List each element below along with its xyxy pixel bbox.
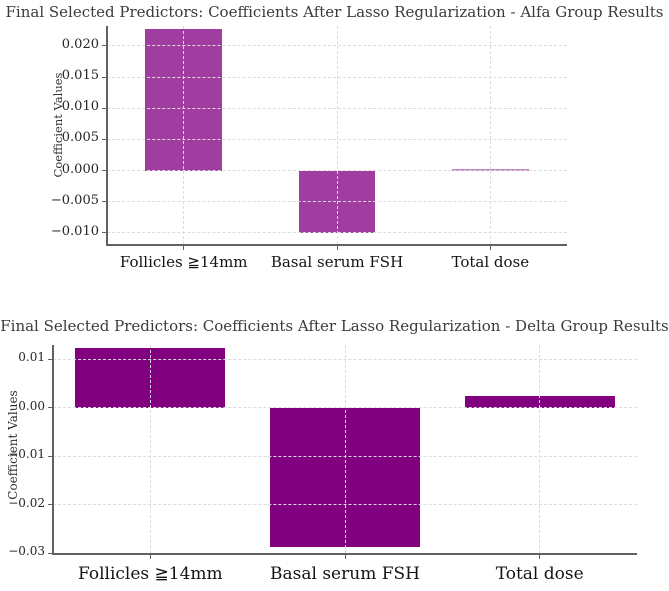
y-tick-mark [102, 138, 106, 140]
v-gridline [149, 345, 151, 553]
x-category-label: Total dose [451, 253, 530, 271]
plot-area-delta: 0.01 0.00 −0.01 −0.02 −0.03 Follicles ≧14mm Ba… [8, 345, 637, 584]
v-gridline [336, 26, 338, 244]
y-tick-label: −0.03 [8, 544, 45, 558]
y-tick-mark [48, 504, 52, 505]
x-axis-spine [52, 553, 637, 555]
v-gridline [539, 345, 541, 553]
y-tick-mark [48, 455, 52, 457]
plot-area-alfa: 0.020 0.015 0.010 0.005 0.000 −0.005 −0.010 Fol… [51, 26, 567, 271]
x-category-label: Total dose [495, 564, 584, 584]
y-tick-label: 0.015 [61, 68, 99, 84]
y-tick-label: −0.010 [50, 223, 99, 239]
x-tick-mark [336, 245, 338, 250]
x-tick-mark [539, 554, 541, 559]
y-tick-mark [48, 358, 52, 360]
x-category-label: Basal serum FSH [270, 253, 404, 271]
x-axis-spine [106, 244, 567, 246]
y-tick-label: 0.000 [61, 161, 99, 177]
y-tick-label: −0.01 [8, 447, 45, 461]
y-tick-mark [102, 170, 106, 171]
y-tick-mark [102, 45, 106, 47]
chart-title-delta: Final Selected Predictors: Coefficients … [0, 317, 669, 335]
y-axis-spine [52, 345, 54, 554]
x-category-label: Basal serum FSH [270, 564, 420, 584]
v-gridline [489, 26, 491, 244]
chart-title-alfa: Final Selected Predictors: Coefficients … [5, 3, 664, 21]
y-tick-mark [102, 201, 106, 203]
x-tick-mark [183, 245, 185, 250]
x-category-label: Follicles ≧14mm [77, 564, 223, 584]
y-tick-mark [48, 552, 52, 554]
y-tick-mark [102, 107, 106, 109]
v-gridline [344, 345, 346, 553]
y-axis-spine [106, 26, 108, 245]
x-tick-mark [344, 554, 346, 559]
y-tick-mark [48, 407, 52, 408]
x-tick-mark [489, 245, 491, 250]
x-category-label: Follicles ≧14mm [119, 253, 248, 271]
y-tick-label: 0.020 [61, 36, 99, 52]
y-tick-label: −0.005 [50, 192, 99, 208]
y-tick-mark [102, 232, 106, 234]
y-tick-label: 0.010 [61, 99, 99, 115]
y-tick-label: 0.01 [18, 350, 45, 365]
y-tick-mark [102, 76, 106, 78]
v-gridline [183, 26, 185, 244]
x-tick-mark [149, 554, 151, 559]
y-tick-label: 0.005 [61, 130, 99, 146]
y-tick-label: 0.00 [18, 398, 45, 413]
y-tick-label: −0.02 [8, 495, 45, 510]
